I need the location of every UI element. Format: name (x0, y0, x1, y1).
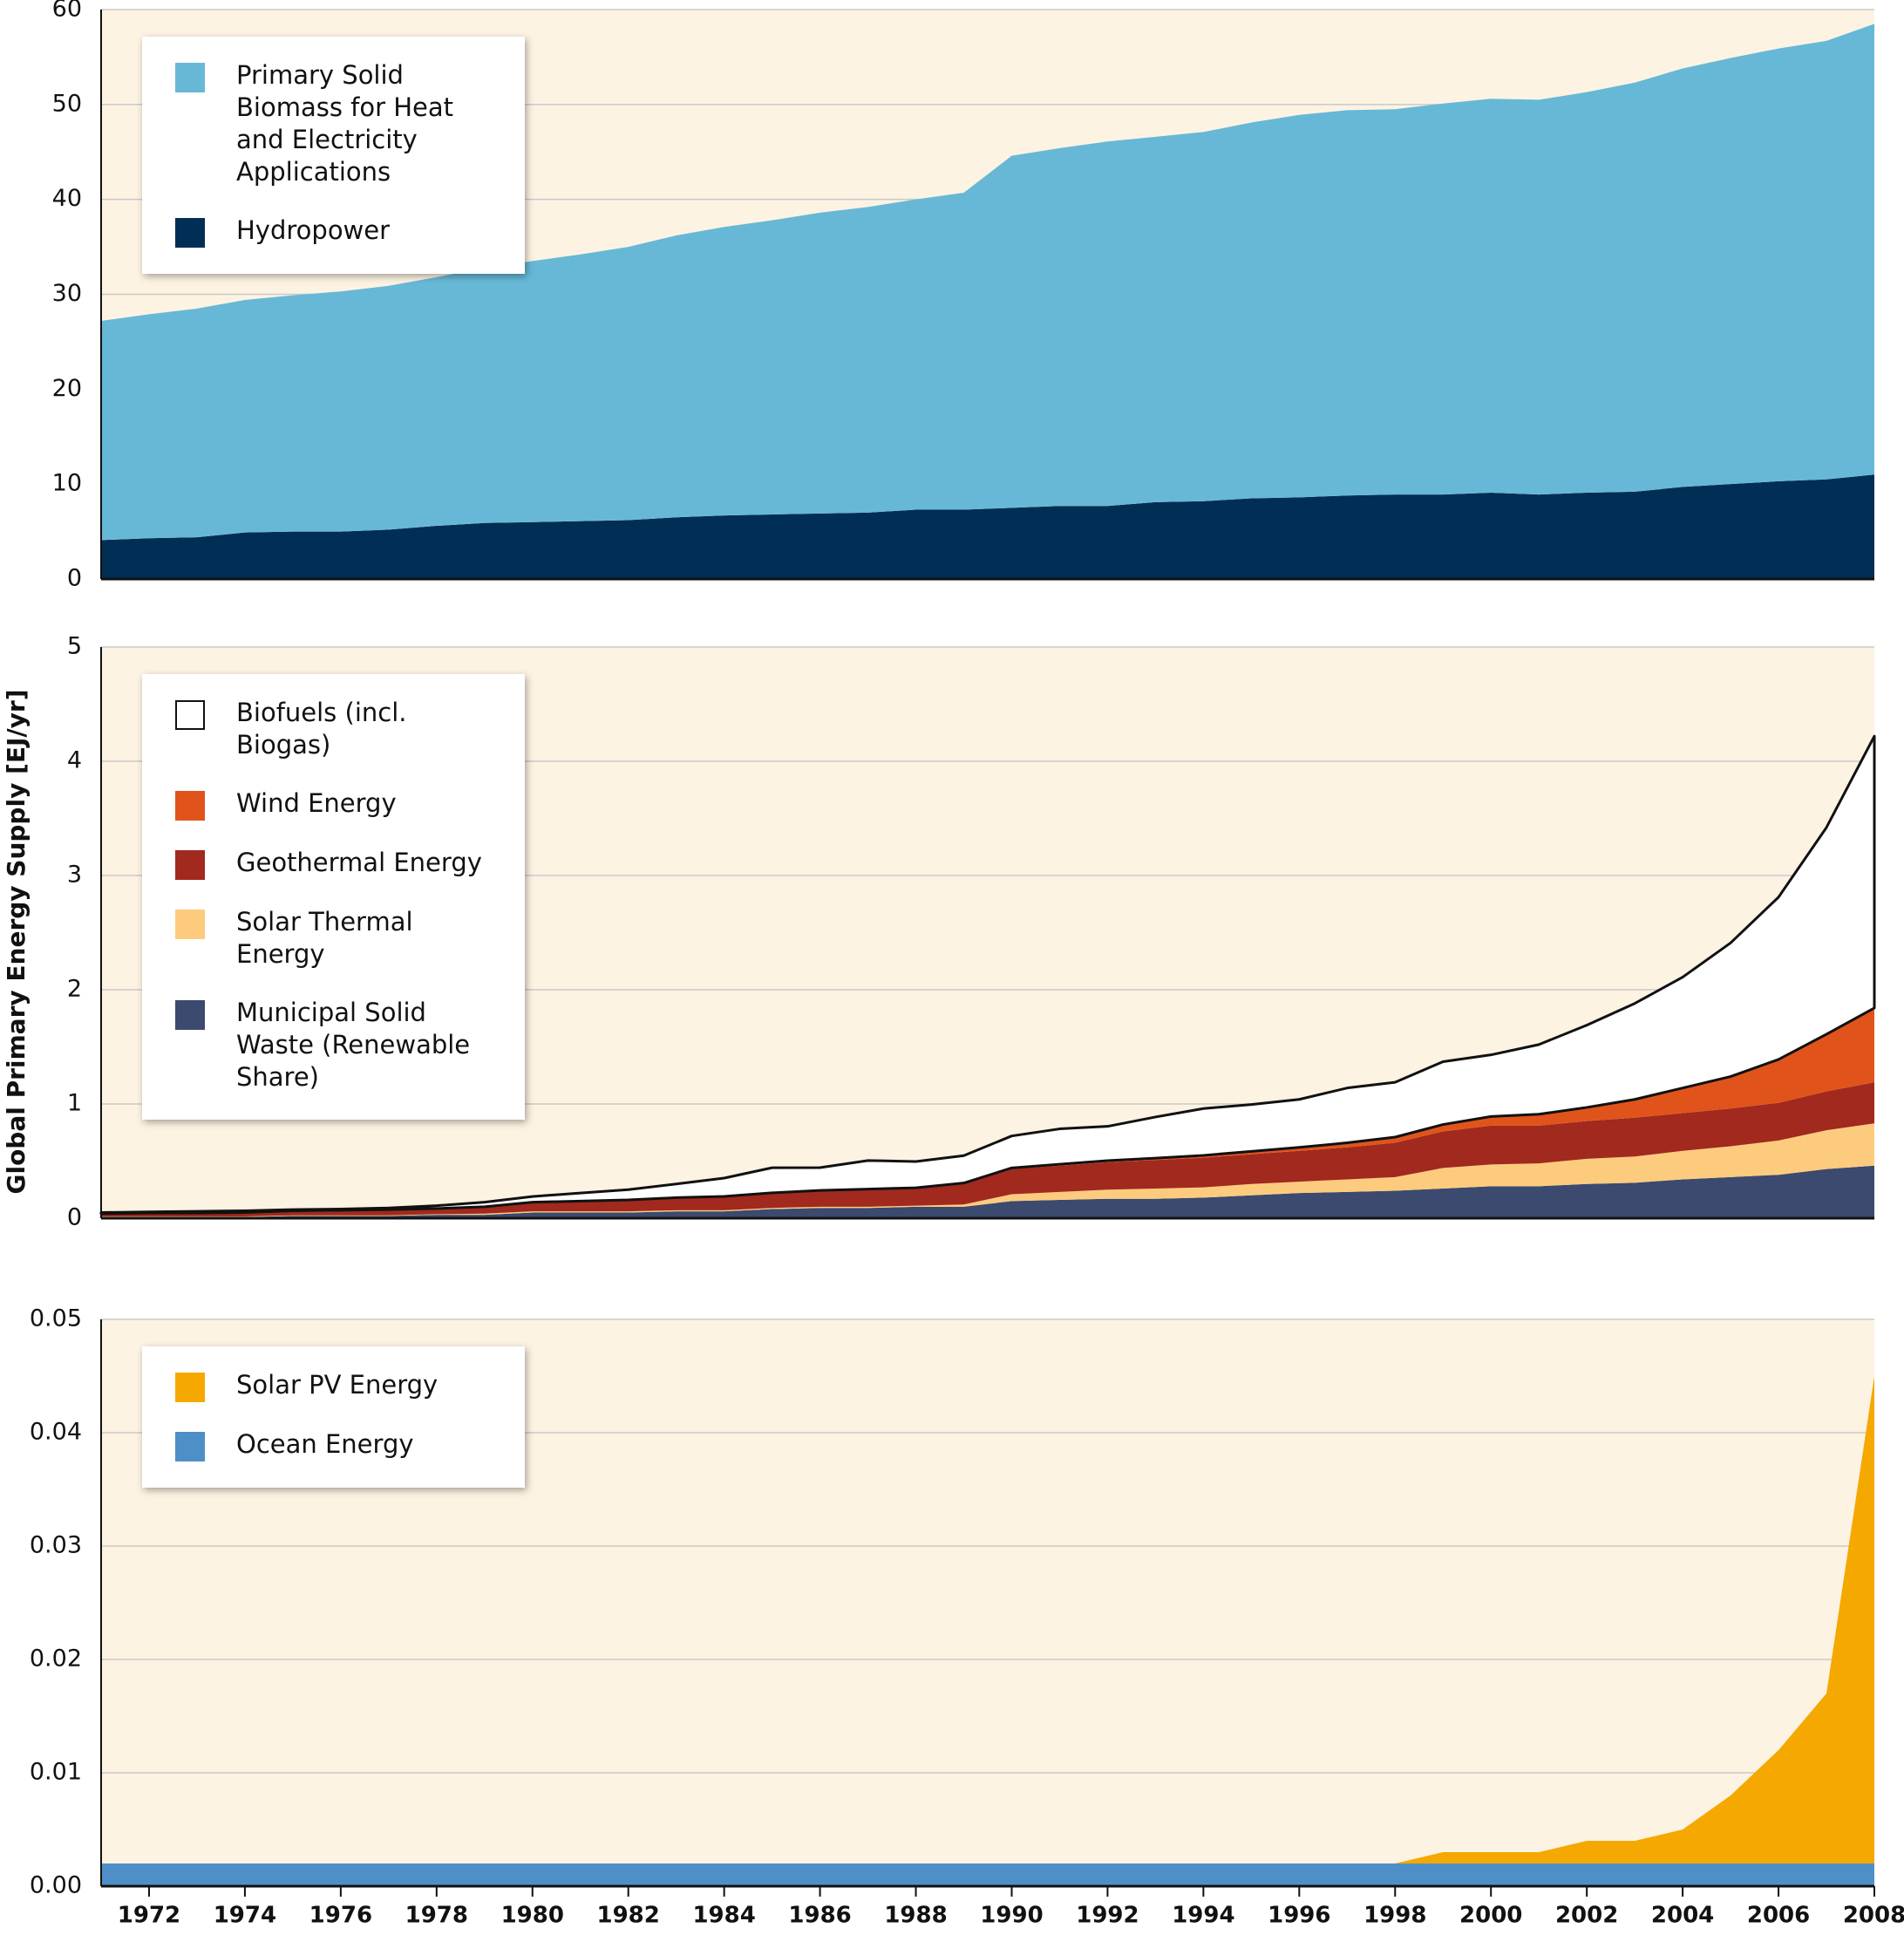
y-tick-label: 2 (67, 976, 82, 1003)
legend-label: Primary Solid Biomass for Heat and Elect… (236, 60, 454, 187)
x-tick-label: 2000 (1459, 1903, 1522, 1929)
legend: Primary Solid Biomass for Heat and Elect… (142, 37, 525, 274)
y-tick-label: 5 (67, 633, 82, 660)
y-tick-label: 60 (52, 0, 82, 23)
y-axis-label: Global Primary Energy Supply [EJ/yr] (2, 689, 31, 1194)
area (101, 1082, 1874, 1217)
area (101, 24, 1874, 541)
legend-label: Solar PV Energy (236, 1370, 439, 1400)
legend-label: Geothermal Energy (236, 848, 482, 877)
legend-swatch (175, 850, 205, 880)
y-tick-label: 3 (67, 862, 82, 889)
x-tick-label: 1974 (214, 1903, 276, 1929)
x-tick-label: 1984 (692, 1903, 755, 1929)
legend-label: Ocean Energy (236, 1429, 414, 1459)
legend-swatch (175, 791, 205, 821)
legend-item: Biofuels (incl. Biogas) (175, 697, 499, 761)
x-tick-label: 1980 (501, 1903, 564, 1929)
x-tick-label: 1996 (1268, 1903, 1330, 1929)
legend-swatch (175, 700, 205, 730)
y-tick-label: 40 (52, 185, 82, 212)
y-tick-label: 0 (67, 565, 82, 592)
x-tick-label: 2006 (1747, 1903, 1810, 1929)
legend-swatch (175, 63, 205, 92)
y-tick-label: 0.01 (30, 1759, 82, 1786)
x-tick-label: 1982 (597, 1903, 660, 1929)
legend-label: Biofuels (incl. Biogas) (236, 698, 407, 760)
area (101, 474, 1874, 579)
x-tick-label: 2008 (1843, 1903, 1904, 1929)
legend-item: Primary Solid Biomass for Heat and Elect… (175, 59, 499, 188)
x-tick-label: 1972 (118, 1903, 180, 1929)
y-tick-label: 20 (52, 375, 82, 402)
legend-item: Wind Energy (175, 787, 499, 821)
y-tick-label: 0.02 (30, 1645, 82, 1673)
legend: Biofuels (incl. Biogas) Wind Energy Geothe… (142, 674, 525, 1120)
x-tick-label: 1976 (309, 1903, 372, 1929)
y-tick-label: 50 (52, 90, 82, 117)
legend-item: Solar Thermal Energy (175, 906, 499, 971)
legend-swatch (175, 910, 205, 939)
legend-swatch (175, 218, 205, 248)
legend-swatch (175, 1000, 205, 1030)
x-tick-label: 1978 (405, 1903, 468, 1929)
x-tick-label: 1986 (788, 1903, 851, 1929)
y-tick-label: 10 (52, 470, 82, 497)
x-tick-label: 1992 (1076, 1903, 1139, 1929)
legend: Solar PV Energy Ocean Energy (142, 1346, 525, 1488)
legend-item: Ocean Energy (175, 1428, 499, 1461)
legend-label: Municipal Solid Waste (Renewable Share) (236, 998, 471, 1092)
y-tick-label: 1 (67, 1090, 82, 1117)
area (99, 734, 1876, 1216)
y-tick-label: 0.03 (30, 1532, 82, 1559)
legend-label: Wind Energy (236, 788, 397, 818)
x-tick-label: 1998 (1363, 1903, 1426, 1929)
area (101, 1123, 1874, 1217)
x-tick-label: 1988 (884, 1903, 947, 1929)
x-tick-label: 2002 (1555, 1903, 1618, 1929)
y-tick-label: 4 (67, 747, 82, 774)
legend-item: Geothermal Energy (175, 847, 499, 880)
legend-item: Municipal Solid Waste (Renewable Share) (175, 997, 499, 1094)
legend-item: Solar PV Energy (175, 1369, 499, 1402)
x-tick-label: 1994 (1172, 1903, 1234, 1929)
x-tick-label: 1990 (980, 1903, 1043, 1929)
area (101, 1863, 1874, 1886)
y-tick-label: 0.00 (30, 1872, 82, 1899)
area (101, 1165, 1874, 1218)
legend-item: Hydropower (175, 215, 499, 248)
legend-label: Hydropower (236, 215, 391, 245)
y-tick-label: 0 (67, 1204, 82, 1231)
y-tick-label: 0.05 (30, 1305, 82, 1332)
legend-label: Solar Thermal Energy (236, 907, 413, 969)
legend-swatch (175, 1432, 205, 1461)
legend-swatch (175, 1373, 205, 1402)
x-tick-label: 2004 (1651, 1903, 1714, 1929)
y-tick-label: 0.04 (30, 1419, 82, 1446)
y-tick-label: 30 (52, 280, 82, 307)
